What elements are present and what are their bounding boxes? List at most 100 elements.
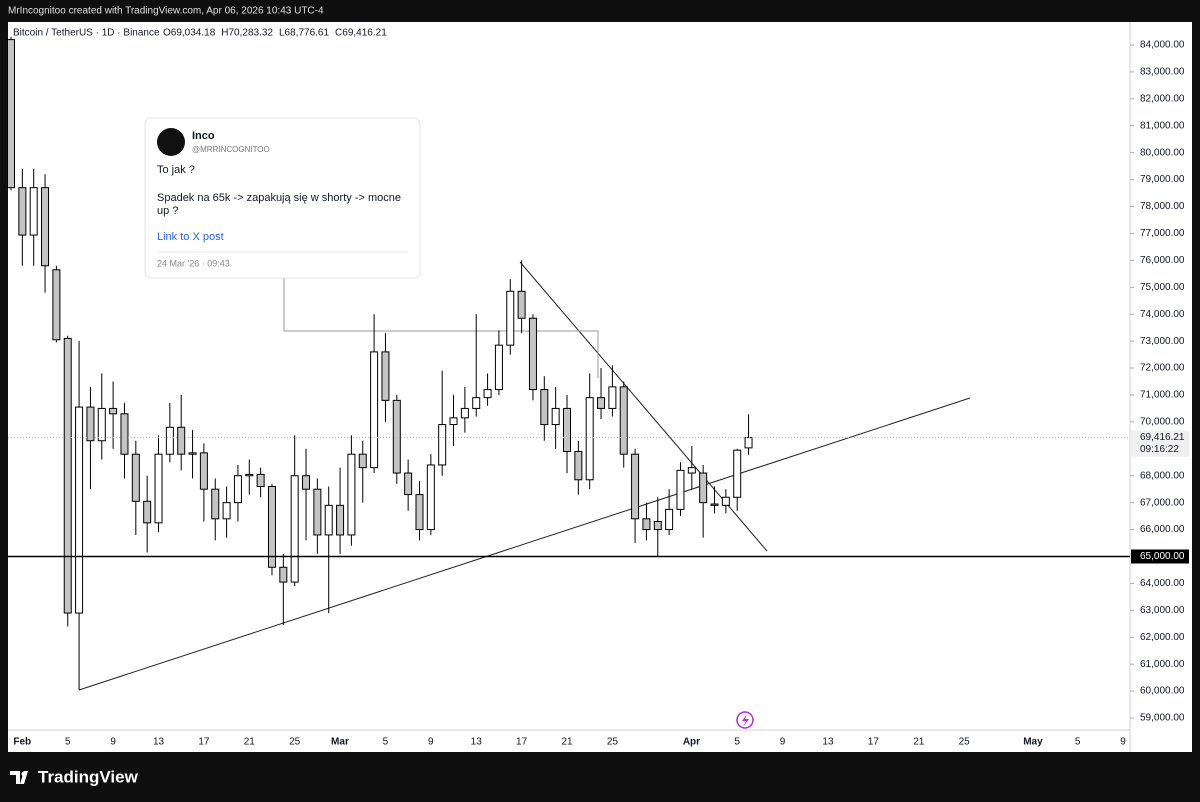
candle-body — [426, 464, 435, 531]
y-tick-label: 78,000.00 — [1140, 201, 1185, 212]
x-tick-label: 25 — [607, 737, 619, 748]
event-icon[interactable] — [736, 711, 754, 729]
price-marker — [1131, 549, 1189, 564]
x-tick-label: 9 — [428, 737, 434, 748]
candle-body — [370, 351, 379, 469]
y-tick-label: 76,000.00 — [1140, 255, 1185, 266]
x-tick-label: 5 — [383, 737, 389, 748]
candle-body — [154, 453, 163, 524]
y-tick-label: 77,000.00 — [1140, 228, 1185, 239]
x-tick-label: Mar — [331, 737, 349, 748]
candle-body — [404, 472, 413, 496]
candle-body — [52, 269, 61, 341]
candle-body — [744, 437, 753, 449]
candle-body — [494, 344, 503, 391]
candle-body — [381, 351, 390, 401]
candle-body — [165, 426, 174, 455]
ohlc-label: O69,034.18 — [163, 28, 216, 39]
candle-body — [86, 406, 95, 442]
x-tick-label: 21 — [244, 737, 256, 748]
candle-body — [131, 453, 140, 502]
y-tick-label: 81,000.00 — [1140, 120, 1185, 131]
y-tick-label: 82,000.00 — [1140, 93, 1185, 104]
tweet-box — [144, 117, 421, 279]
x-tick-label: 25 — [959, 737, 971, 748]
tweet-handle: @MRRINCOGNITOO — [192, 145, 270, 154]
y-tick-label: 80,000.00 — [1140, 147, 1185, 158]
x-tick-label: 13 — [822, 737, 834, 748]
candle-body — [199, 452, 208, 490]
y-tick-label: 84,000.00 — [1140, 40, 1185, 51]
y-tick-label: 63,000.00 — [1140, 605, 1185, 616]
candle-body — [415, 494, 424, 531]
y-tick-label: 61,000.00 — [1140, 659, 1185, 670]
candle-body — [267, 485, 276, 568]
callout-connector — [283, 278, 599, 378]
x-tick-label: 21 — [561, 737, 573, 748]
candle-body — [631, 453, 640, 520]
candle-body — [97, 407, 106, 442]
tweet-link[interactable]: Link to X post — [157, 231, 224, 243]
symbol-header: Bitcoin / TetherUS · 1D · Binance — [13, 28, 160, 39]
tweet-name: Inco — [192, 130, 215, 142]
last-price-label: 69,416.21 — [1140, 432, 1185, 443]
candle-body — [18, 187, 27, 236]
y-tick-label: 68,000.00 — [1140, 470, 1185, 481]
candle-body — [460, 407, 469, 419]
candle-body — [41, 187, 50, 267]
candle-body — [699, 472, 708, 504]
tweet-card: Inco @MRRINCOGNITOO To jak ? Spadek na 6… — [144, 117, 421, 279]
tweet-time: 24 Mar '26 · 09:43 — [157, 258, 230, 268]
candles — [7, 36, 753, 690]
candle-body — [438, 424, 447, 466]
candle-body — [347, 453, 356, 536]
y-tick-label: 64,000.00 — [1140, 578, 1185, 589]
x-tick-label: 13 — [153, 737, 165, 748]
candle-body — [358, 453, 367, 469]
candle-body — [449, 417, 458, 426]
tweet-text: up ? — [157, 205, 178, 217]
y-tick-label: 75,000.00 — [1140, 282, 1185, 293]
candle-body — [574, 451, 583, 481]
x-tick-label: 17 — [198, 737, 210, 748]
countdown-label: 09:16:22 — [1140, 444, 1179, 455]
y-tick-label: 62,000.00 — [1140, 632, 1185, 643]
candle-body — [687, 467, 696, 474]
candle-body — [710, 503, 719, 506]
x-tick-label: Apr — [683, 737, 700, 748]
candle-body — [619, 386, 628, 455]
candle-body — [528, 317, 537, 391]
candle-body — [233, 475, 242, 504]
candle-body — [143, 500, 152, 524]
candle-body — [188, 452, 197, 455]
candle-body — [642, 518, 651, 531]
brand-logo-dot — [21, 771, 27, 777]
candle-body — [472, 397, 481, 409]
tweet-text: Spadek na 65k -> zapakują się w shorty -… — [157, 192, 401, 204]
candle-body — [109, 407, 118, 415]
candle-body — [222, 502, 231, 520]
candle-body — [551, 407, 560, 426]
last-price-marker — [1131, 430, 1189, 457]
y-tick-label: 71,000.00 — [1140, 390, 1185, 401]
x-tick-label: May — [1023, 737, 1043, 748]
x-tick-label: 5 — [1075, 737, 1081, 748]
candle-body — [676, 469, 685, 510]
candle-body — [290, 475, 299, 583]
event-icon-bolt — [742, 714, 749, 727]
candle-body — [392, 399, 401, 474]
candle-body — [517, 290, 526, 319]
candle-body — [279, 566, 288, 583]
candle-body — [336, 504, 345, 536]
candle-body — [324, 504, 333, 536]
y-tick-label: 67,000.00 — [1140, 497, 1185, 508]
candle-body — [483, 389, 492, 399]
attribution: MrIncognitoo created with TradingView.co… — [8, 6, 324, 17]
x-tick-label: 9 — [1120, 737, 1126, 748]
y-tick-label: 59,000.00 — [1140, 713, 1185, 724]
symbol-title: Bitcoin / TetherUS · 1D · Binance — [13, 28, 160, 39]
ohlc-label: H70,283.32 — [221, 28, 273, 39]
candle-body — [721, 496, 730, 506]
x-tick-label: 17 — [868, 737, 880, 748]
y-tick-label: 83,000.00 — [1140, 67, 1185, 78]
